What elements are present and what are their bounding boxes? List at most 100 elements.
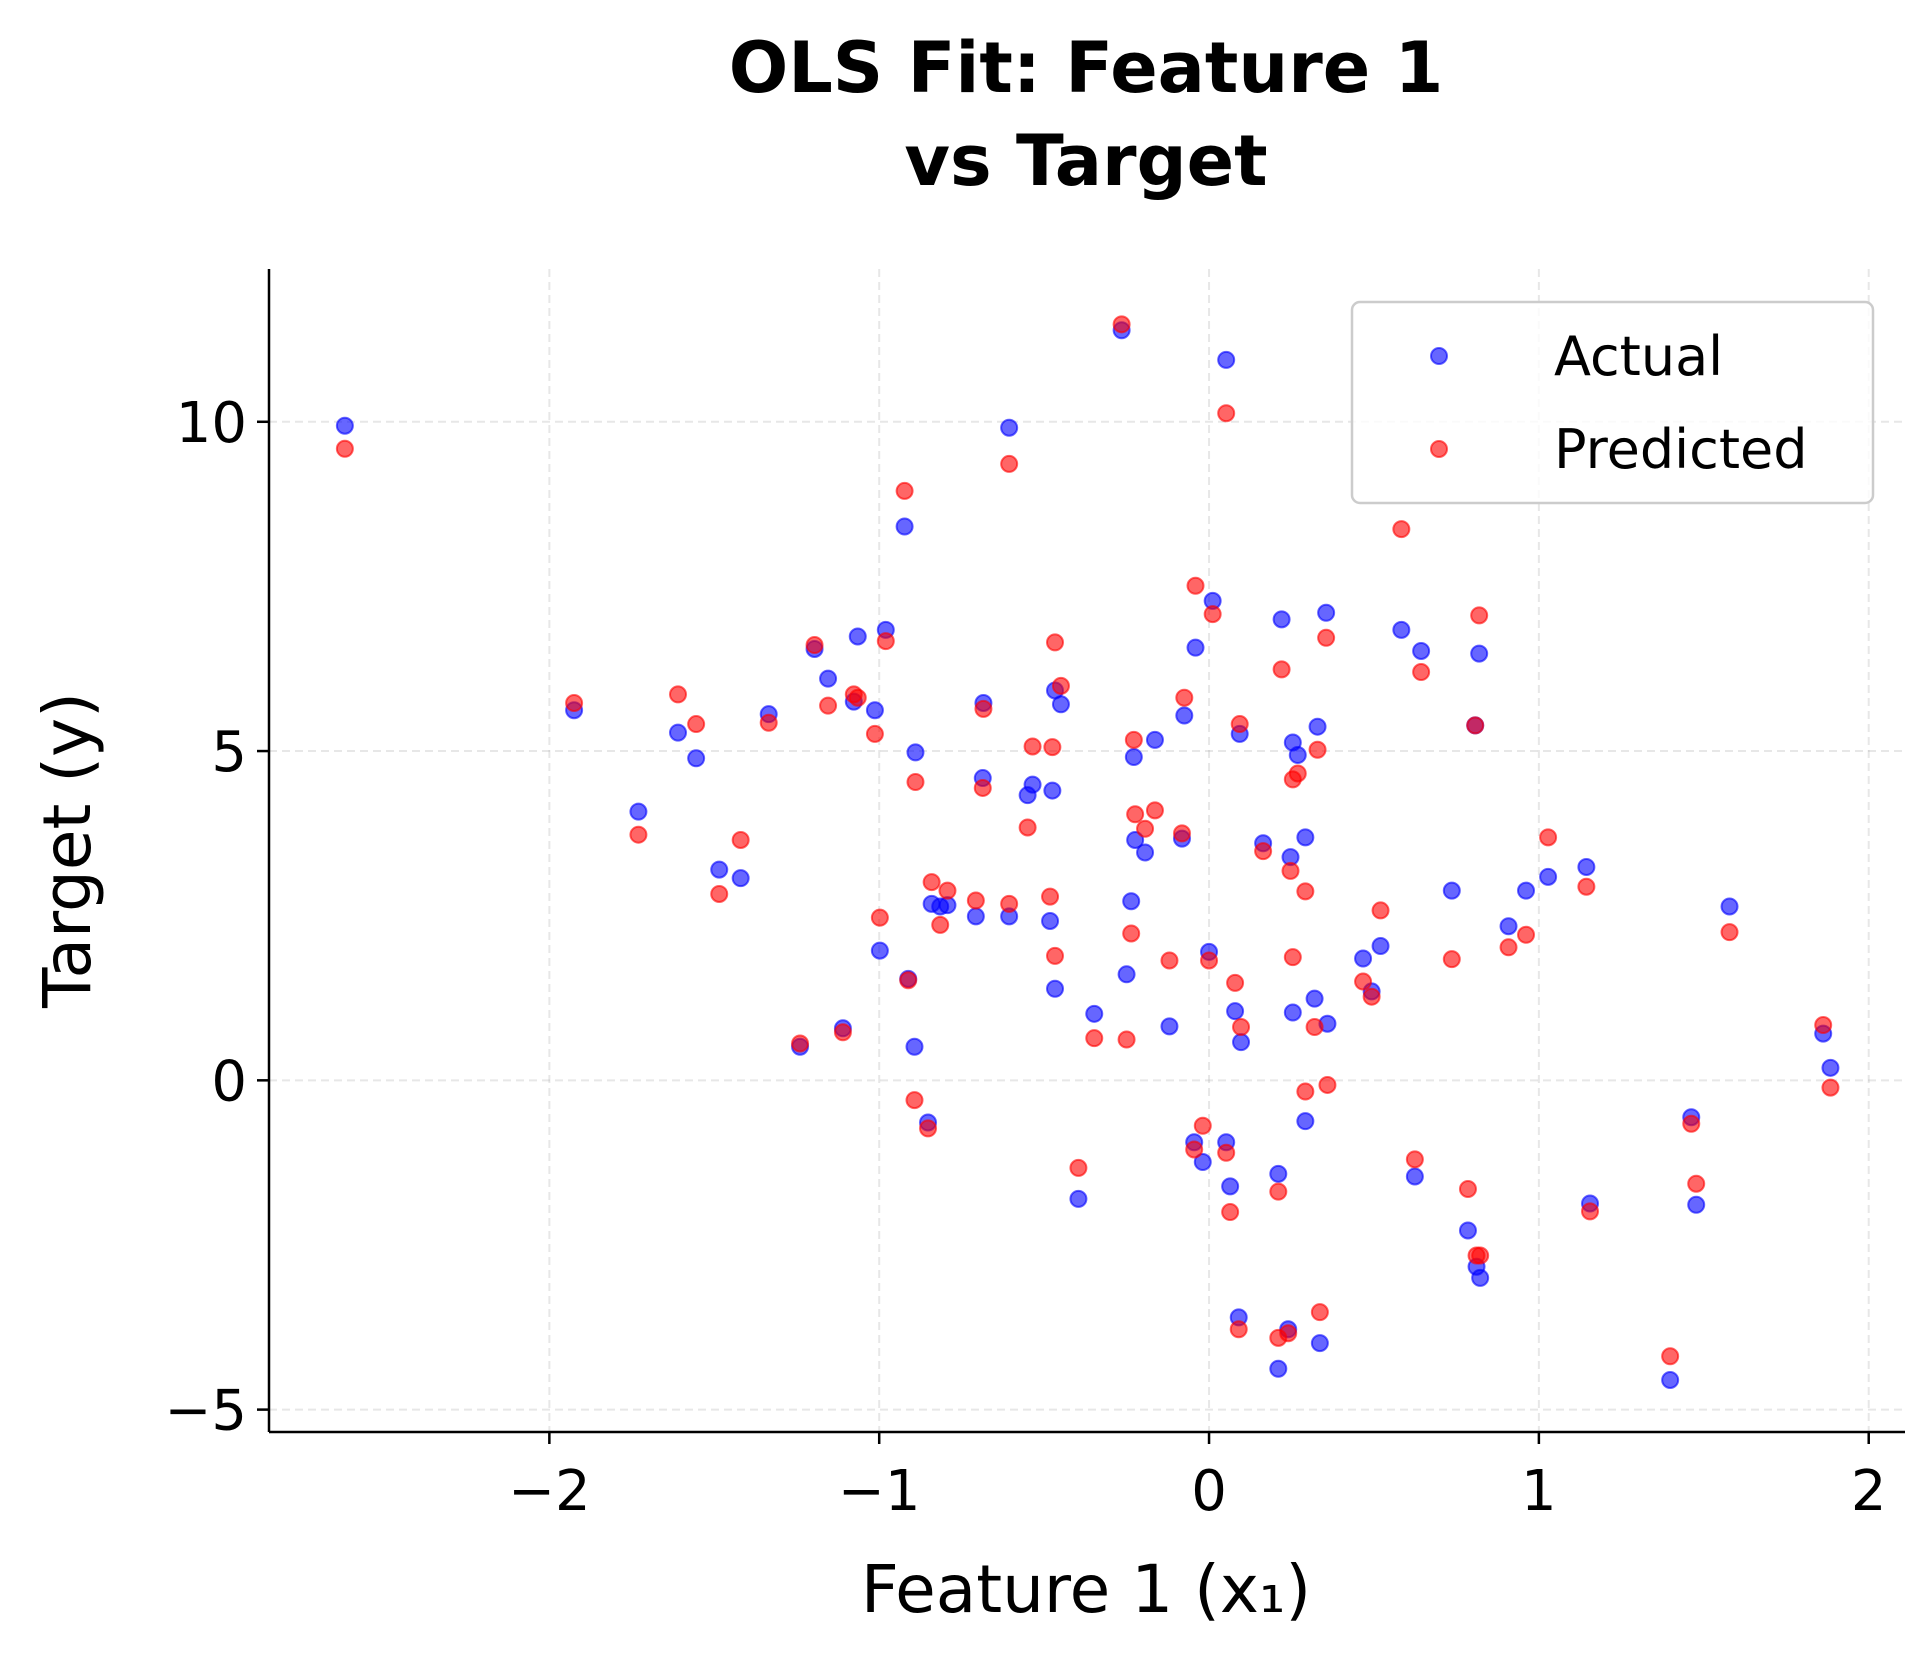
actual-point <box>1145 730 1164 749</box>
x-tick-label: −1 <box>838 1459 921 1524</box>
predicted-point <box>1471 1246 1490 1265</box>
predicted-point <box>1405 1150 1424 1169</box>
actual-point <box>1371 936 1390 955</box>
predicted-point <box>1305 1017 1324 1036</box>
legend-label-actual: Actual <box>1554 325 1723 388</box>
actual-point <box>848 627 867 646</box>
predicted-point <box>1230 715 1249 734</box>
predicted-point <box>1821 1078 1840 1097</box>
predicted-point <box>973 778 992 797</box>
y-tick-label: 0 <box>211 1049 247 1114</box>
predicted-point <box>938 881 957 900</box>
legend-box <box>1350 300 1875 505</box>
actual-point <box>1305 989 1324 1008</box>
predicted-point <box>1539 828 1558 847</box>
predicted-point <box>966 891 985 910</box>
predicted-point <box>906 773 925 792</box>
predicted-point <box>1279 1324 1298 1343</box>
actual-point <box>1226 1002 1245 1021</box>
predicted-point <box>1046 633 1065 652</box>
actual-point <box>1471 1268 1490 1287</box>
predicted-point <box>1682 1114 1701 1133</box>
actual-point <box>1308 717 1327 736</box>
actual-point <box>1442 881 1461 900</box>
actual-point <box>1470 644 1489 663</box>
legend-label-predicted: Predicted <box>1554 418 1808 481</box>
actual-point <box>1392 620 1411 639</box>
predicted-point <box>1317 628 1336 647</box>
predicted-point <box>922 873 941 892</box>
predicted-point <box>1581 1202 1600 1221</box>
actual-point <box>1175 706 1194 725</box>
y-tick-label: 10 <box>176 391 247 456</box>
predicted-point <box>819 696 838 715</box>
predicted-point <box>1085 1029 1104 1048</box>
predicted-point <box>565 693 584 712</box>
predicted-point <box>1362 987 1381 1006</box>
y-tick-label: −5 <box>164 1379 247 1444</box>
actual-point <box>1499 917 1518 936</box>
actual-point <box>905 1037 924 1056</box>
actual-point <box>710 860 729 879</box>
x-axis-label: Feature 1 (x₁) <box>861 1551 1311 1628</box>
x-tick-label: 0 <box>1191 1459 1227 1524</box>
actual-point <box>1124 747 1143 766</box>
predicted-point <box>1018 818 1037 837</box>
chart-title-line-1: OLS Fit: Feature 1 <box>729 27 1444 109</box>
predicted-point <box>1226 973 1245 992</box>
actual-point <box>1517 881 1536 900</box>
actual-point <box>1000 418 1019 437</box>
actual-point <box>335 416 354 435</box>
predicted-point <box>1442 950 1461 969</box>
predicted-point <box>1217 404 1236 423</box>
actual-point <box>1043 781 1062 800</box>
predicted-point <box>1221 1203 1240 1222</box>
actual-point <box>1126 830 1145 849</box>
predicted-point <box>1124 730 1143 749</box>
predicted-point <box>1577 877 1596 896</box>
predicted-point <box>1354 972 1373 991</box>
predicted-point <box>669 685 687 704</box>
predicted-point <box>1814 1016 1833 1035</box>
actual-point <box>1051 695 1070 714</box>
predicted-point <box>974 699 993 718</box>
predicted-point <box>1200 951 1219 970</box>
actual-point <box>865 701 884 720</box>
predicted-point <box>1043 738 1062 757</box>
actual-point <box>731 869 750 888</box>
predicted-point <box>1112 315 1131 334</box>
predicted-point <box>1310 1303 1329 1322</box>
actual-point <box>1122 892 1141 911</box>
predicted-point <box>1254 842 1273 861</box>
predicted-point <box>1296 882 1315 901</box>
predicted-point <box>1000 894 1019 913</box>
predicted-point <box>1269 1182 1288 1201</box>
predicted-point <box>1412 663 1431 682</box>
actual-point <box>1085 1004 1104 1023</box>
actual-point <box>1405 1167 1424 1186</box>
legend-marker-actual <box>1430 347 1448 365</box>
predicted-point <box>629 825 648 844</box>
actual-point <box>1217 350 1236 369</box>
predicted-point <box>1046 946 1065 965</box>
predicted-point <box>870 908 889 927</box>
predicted-point <box>1051 676 1070 695</box>
predicted-point <box>895 481 914 500</box>
predicted-point <box>1470 606 1489 625</box>
predicted-point <box>1175 688 1194 707</box>
actual-point <box>1046 979 1065 998</box>
predicted-point <box>1193 1116 1212 1135</box>
actual-point <box>870 941 889 960</box>
predicted-point <box>1661 1347 1680 1366</box>
actual-point <box>1186 638 1205 657</box>
actual-point <box>1354 949 1373 968</box>
predicted-point <box>865 724 884 743</box>
y-axis-label: Target (y) <box>29 692 106 1009</box>
predicted-point <box>1136 819 1155 838</box>
actual-point <box>1687 1195 1706 1214</box>
predicted-point <box>1203 605 1222 624</box>
predicted-point <box>1145 801 1164 820</box>
actual-point <box>1269 1164 1288 1183</box>
predicted-point <box>1296 1082 1315 1101</box>
